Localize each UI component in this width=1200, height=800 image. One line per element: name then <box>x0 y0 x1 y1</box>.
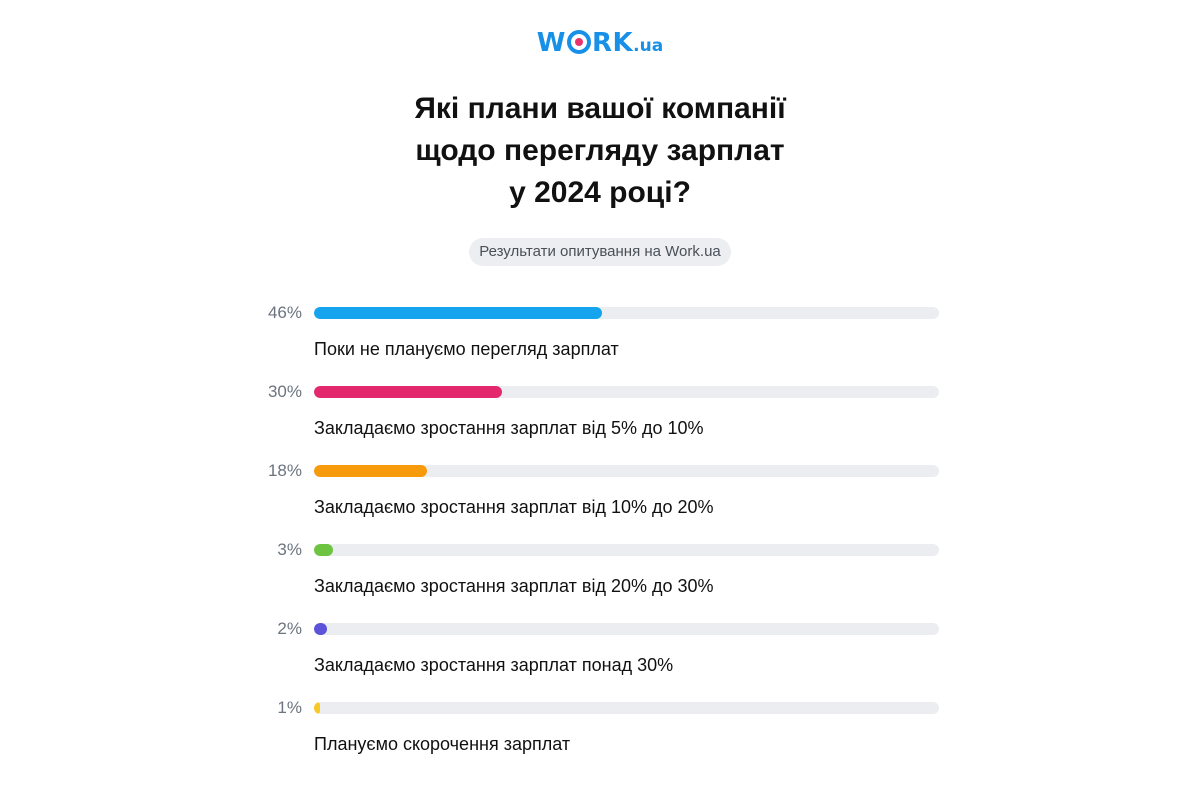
bar-chart: 46% Поки не плануємо перегляд зарплат 30% З… <box>0 300 1200 774</box>
bar-value-label: 3% <box>277 540 302 559</box>
bar <box>314 702 321 714</box>
bar <box>314 307 602 319</box>
chart-row: 3% Закладаємо зростання зарплат від 20% д… <box>0 537 1200 616</box>
category-label: Поки не плануємо перегляд зарплат <box>314 339 619 359</box>
bar-track <box>314 702 939 714</box>
bar-value-label: 30% <box>267 382 302 401</box>
bar <box>314 623 327 635</box>
bar-value-label: 46% <box>267 303 302 322</box>
chart-title-line-3: у 2024 році? <box>509 176 691 209</box>
logo-target-icon <box>566 30 591 54</box>
category-label: Закладаємо зростання зарплат від 10% до … <box>314 497 714 517</box>
bar-track <box>314 465 939 477</box>
chart-row: 18% Закладаємо зростання зарплат від 10% … <box>0 458 1200 537</box>
bar <box>314 465 427 477</box>
chart-title-line-1: Які плани вашої компанії <box>414 92 786 125</box>
chart-row: 2% Закладаємо зростання зарплат понад 30% <box>0 616 1200 695</box>
bar-value-label: 18% <box>267 461 302 480</box>
bar <box>314 386 502 398</box>
bar-track <box>314 623 939 635</box>
bar-track <box>314 386 939 398</box>
subtitle-container: Результати опитування на Work.ua <box>0 238 1200 266</box>
chart-title: Які плани вашої компанії щодо перегляду … <box>0 88 1200 214</box>
bar-value-label: 2% <box>277 619 302 638</box>
logo-word-right: RK <box>591 28 634 58</box>
bar <box>314 544 333 556</box>
bar-track <box>314 307 939 319</box>
category-label: Закладаємо зростання зарплат понад 30% <box>314 655 674 675</box>
work-ua-logo: W RK.ua <box>0 30 1200 56</box>
category-label: Закладаємо зростання зарплат від 20% до … <box>314 576 714 596</box>
logo-word-left: W <box>536 28 566 58</box>
logo-suffix: .ua <box>633 36 664 56</box>
chart-title-line-2: щодо перегляду зарплат <box>415 134 785 167</box>
subtitle-badge: Результати опитування на Work.ua <box>469 238 731 266</box>
chart-row: 1% Плануємо скорочення зарплат <box>0 695 1200 774</box>
bar-track <box>314 544 939 556</box>
category-label: Закладаємо зростання зарплат від 5% до 1… <box>314 418 704 438</box>
category-label: Плануємо скорочення зарплат <box>314 734 571 754</box>
bar-value-label: 1% <box>277 698 302 717</box>
chart-row: 46% Поки не плануємо перегляд зарплат <box>0 300 1200 379</box>
chart-row: 30% Закладаємо зростання зарплат від 5% д… <box>0 379 1200 458</box>
